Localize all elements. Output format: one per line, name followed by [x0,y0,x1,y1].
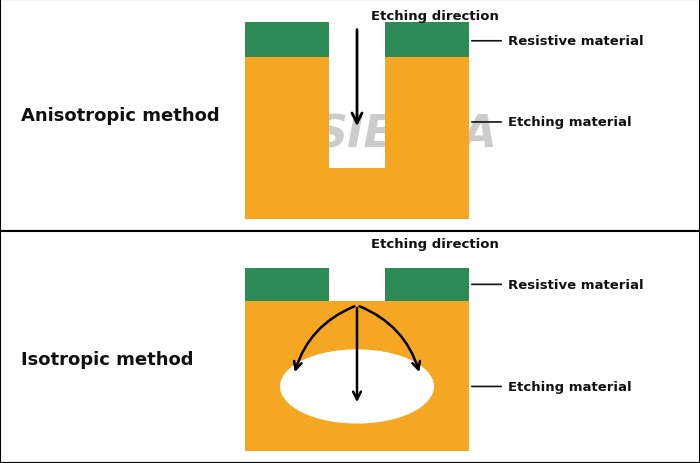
Text: Etching direction: Etching direction [371,10,499,23]
Text: Etching material: Etching material [508,116,631,129]
Bar [245,301,469,451]
Ellipse shape [280,350,434,424]
Text: SIERRA: SIERRA [315,113,497,156]
Text: CIRCUITS: CIRCUITS [271,305,429,334]
Bar [245,23,329,58]
Bar [245,169,469,220]
Text: Isotropic method: Isotropic method [21,350,193,368]
Text: Resistive material: Resistive material [508,278,643,291]
Text: Etching material: Etching material [508,380,631,393]
Bar [245,58,329,220]
Text: Anisotropic method: Anisotropic method [21,107,220,125]
Bar [385,23,469,58]
Bar [385,58,469,220]
Text: Resistive material: Resistive material [508,35,643,48]
Bar [245,269,329,301]
Bar [385,269,469,301]
Text: Etching direction: Etching direction [371,237,499,250]
